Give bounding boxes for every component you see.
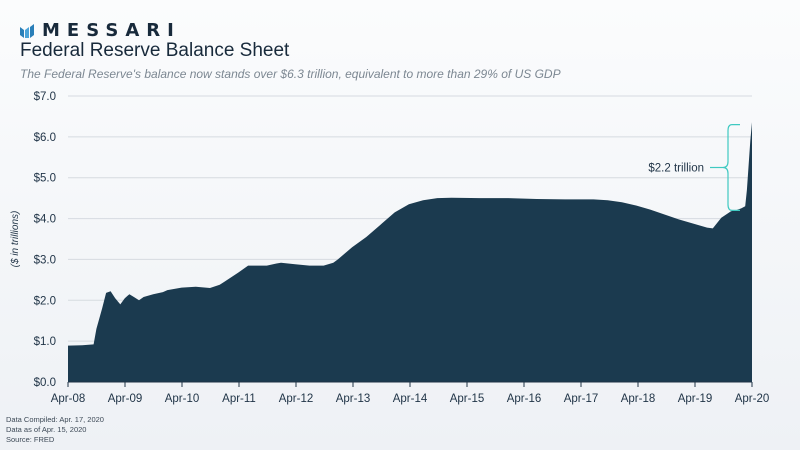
y-tick-label: $7.0 [34,91,56,103]
x-tick-label: Apr-09 [108,393,143,405]
y-tick-label: $5.0 [34,173,56,185]
footer-compiled: Data Compiled: Apr. 17, 2020 [6,415,104,424]
x-tick-label: Apr-08 [51,393,86,405]
y-tick-label: $3.0 [34,254,56,266]
x-tick-label: Apr-11 [222,393,256,405]
x-tick-label: Apr-10 [165,393,200,405]
x-tick-label: Apr-17 [564,393,599,405]
x-tick-label: Apr-19 [678,393,713,405]
y-tick-label: $0.0 [34,377,56,389]
x-tick-label: Apr-12 [279,393,314,405]
brand-logo: MESSARI [20,20,181,41]
footer-source: Source: FRED [6,435,55,444]
chart-subtitle: The Federal Reserve's balance now stands… [20,67,561,81]
annotation-bracket [722,124,740,211]
footer-data-as-of: Data as of Apr. 15, 2020 [6,425,87,434]
balance-sheet-area [68,122,752,382]
chart-title: Federal Reserve Balance Sheet [20,40,290,61]
x-tick-label: Apr-13 [336,393,371,405]
annotation-label: $2.2 trillion [648,163,704,175]
brand-name: MESSARI [42,20,181,41]
x-tick-label: Apr-16 [507,393,542,405]
y-tick-label: $4.0 [34,214,56,226]
footer-notes: Data Compiled: Apr. 17, 2020 Data as of … [6,415,104,445]
y-tick-label: $2.0 [34,295,56,307]
x-tick-label: Apr-18 [621,393,656,405]
x-tick-label: Apr-14 [393,393,428,405]
x-tick-label: Apr-20 [735,393,770,405]
y-axis-title: ($ in trillions) [10,211,21,268]
x-tick-label: Apr-15 [450,393,485,405]
y-tick-label: $1.0 [34,336,56,348]
y-tick-label: $6.0 [34,132,56,144]
messari-logo-icon [20,23,34,38]
